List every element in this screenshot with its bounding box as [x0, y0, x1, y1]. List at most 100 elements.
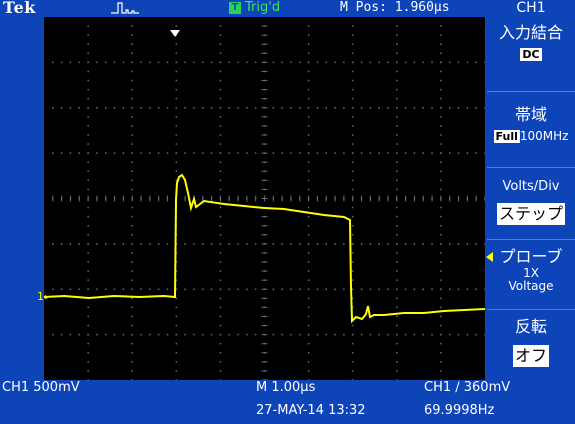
graticule-dot: [307, 279, 310, 281]
graticule-dot: [87, 206, 89, 209]
graticule-dot: [466, 107, 469, 109]
graticule-dot: [351, 215, 354, 218]
graticule-dot: [484, 152, 486, 154]
graticule-dot: [440, 43, 442, 45]
graticule-dot: [440, 261, 442, 263]
graticule-dot: [131, 306, 133, 309]
graticule-dot: [140, 107, 142, 109]
graticule-dot: [52, 107, 54, 109]
graticule-dot: [351, 170, 354, 172]
graticule-dot: [131, 333, 133, 336]
graticule-dot: [96, 333, 98, 336]
graticule-dot: [396, 333, 398, 336]
graticule-dot: [290, 288, 292, 290]
graticule-dot: [131, 297, 133, 300]
graticule-dot: [307, 315, 310, 318]
graticule-dot: [193, 107, 195, 109]
graticule-dot: [351, 116, 354, 118]
graticule-dot: [431, 152, 433, 154]
graticule-dot: [219, 306, 222, 309]
graticule-dot: [105, 61, 107, 64]
graticule-dot: [246, 107, 248, 109]
graticule-dot: [246, 288, 248, 290]
graticule-dot: [105, 243, 107, 245]
graticule-dot: [413, 107, 416, 109]
graticule-dot: [131, 170, 133, 172]
graticule-dot: [440, 125, 442, 127]
waveform-screen[interactable]: [43, 17, 486, 381]
graticule-dot: [343, 107, 345, 109]
graticule-dot: [87, 61, 89, 64]
graticule-dot: [351, 152, 354, 154]
graticule-dot: [219, 70, 222, 73]
graticule-dot: [131, 97, 133, 100]
menu-bandwidth[interactable]: 帯域 Full 100MHz: [487, 105, 575, 165]
graticule-dot: [131, 352, 133, 354]
graticule-dot: [60, 288, 63, 290]
graticule-dot: [281, 288, 283, 290]
graticule-dot: [254, 243, 257, 245]
graticule-dot: [369, 152, 372, 154]
graticule-dot: [87, 215, 89, 218]
graticule-dot: [440, 379, 442, 381]
graticule-dot: [210, 288, 213, 290]
graticule-dot: [175, 79, 178, 82]
graticule-dot: [254, 333, 257, 336]
graticule-dot: [131, 188, 133, 191]
graticule-dot: [307, 143, 310, 145]
graticule-dot: [219, 342, 222, 345]
graticule-dot: [475, 288, 477, 290]
graticule-dot: [175, 116, 178, 118]
graticule-dot: [307, 370, 310, 372]
graticule-dot: [351, 88, 354, 91]
graticule-dot: [440, 170, 442, 172]
graticule-dot: [60, 61, 63, 64]
graticule-dot: [272, 61, 275, 64]
graticule-dot: [307, 52, 310, 54]
graticule-dot: [387, 152, 389, 154]
menu-invert[interactable]: 反転 オフ: [487, 317, 575, 377]
graticule-dot: [113, 152, 116, 154]
graticule-dot: [307, 70, 310, 73]
graticule-dot: [440, 252, 442, 254]
graticule-dot: [457, 243, 460, 245]
timebase-readout: M 1.00µs: [256, 380, 316, 395]
graticule-dot: [210, 107, 213, 109]
graticule-dot: [184, 107, 186, 109]
graticule-dot: [343, 333, 345, 336]
graticule-dot: [404, 288, 407, 290]
graticule-dot: [351, 333, 354, 336]
graticule-dot: [237, 152, 239, 154]
menu-probe[interactable]: プローブ 1X Voltage: [487, 247, 575, 307]
graticule-dot: [219, 252, 222, 254]
graticule-dot: [290, 107, 292, 109]
graticule-dot: [307, 333, 310, 336]
graticule-dot: [157, 243, 160, 245]
graticule-dot: [396, 279, 398, 281]
graticule-dot: [396, 43, 398, 45]
graticule-dot: [78, 61, 80, 64]
graticule-dot: [237, 243, 239, 245]
graticule-dot: [396, 206, 398, 209]
invert-label: 反転: [514, 317, 547, 336]
graticule-dot: [307, 34, 310, 36]
graticule-dot: [184, 243, 186, 245]
graticule-dot: [422, 152, 424, 154]
graticule-dot: [440, 107, 442, 109]
graticule-dot: [202, 288, 204, 290]
graticule-dot: [166, 152, 169, 154]
graticule-dot: [396, 352, 398, 354]
graticule-dot: [87, 315, 89, 318]
graticule-dot: [237, 288, 239, 290]
graticule-dot: [396, 188, 398, 191]
graticule-dot: [96, 107, 98, 109]
graticule-dot: [307, 107, 310, 109]
menu-coupling[interactable]: 入力結合 DC: [487, 23, 575, 85]
graticule-dot: [351, 279, 354, 281]
graticule-dot: [281, 61, 283, 64]
graticule-dot: [69, 333, 72, 336]
menu-volts-div[interactable]: Volts/Div ステップ: [487, 177, 575, 237]
graticule-dot: [219, 61, 222, 64]
graticule-dot: [140, 288, 142, 290]
